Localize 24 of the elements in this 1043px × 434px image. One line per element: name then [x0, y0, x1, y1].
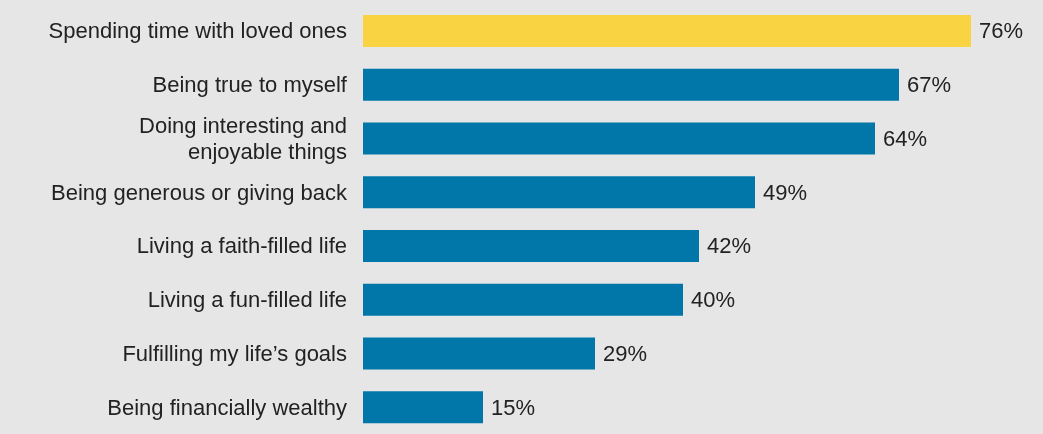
data-label: 40% — [691, 287, 736, 313]
bar — [363, 283, 683, 316]
data-label: 64% — [883, 125, 928, 151]
y-tick-label: Doing interesting and enjoyable things — [139, 112, 347, 164]
bar — [363, 176, 755, 209]
bar — [363, 68, 899, 101]
data-label: 67% — [907, 72, 952, 98]
y-tick-label: Living a fun-filled life — [147, 287, 347, 313]
data-label: 29% — [603, 340, 648, 366]
bar — [363, 391, 483, 424]
data-label: 76% — [979, 18, 1024, 44]
y-tick-label: Living a faith-filled life — [136, 233, 347, 259]
data-label: 49% — [763, 179, 808, 205]
y-tick-label: Being true to myself — [152, 72, 348, 98]
bar — [363, 122, 875, 155]
bar — [363, 14, 971, 47]
bar — [363, 229, 699, 262]
data-label: 15% — [491, 394, 536, 420]
y-tick-label: Being generous or giving back — [51, 179, 348, 205]
y-tick-label: Spending time with loved ones — [48, 18, 347, 44]
y-tick-label: Being financially wealthy — [107, 394, 347, 420]
y-tick-label: Fulfilling my life’s goals — [122, 340, 347, 366]
data-label: 42% — [707, 233, 752, 259]
bar — [363, 337, 595, 370]
